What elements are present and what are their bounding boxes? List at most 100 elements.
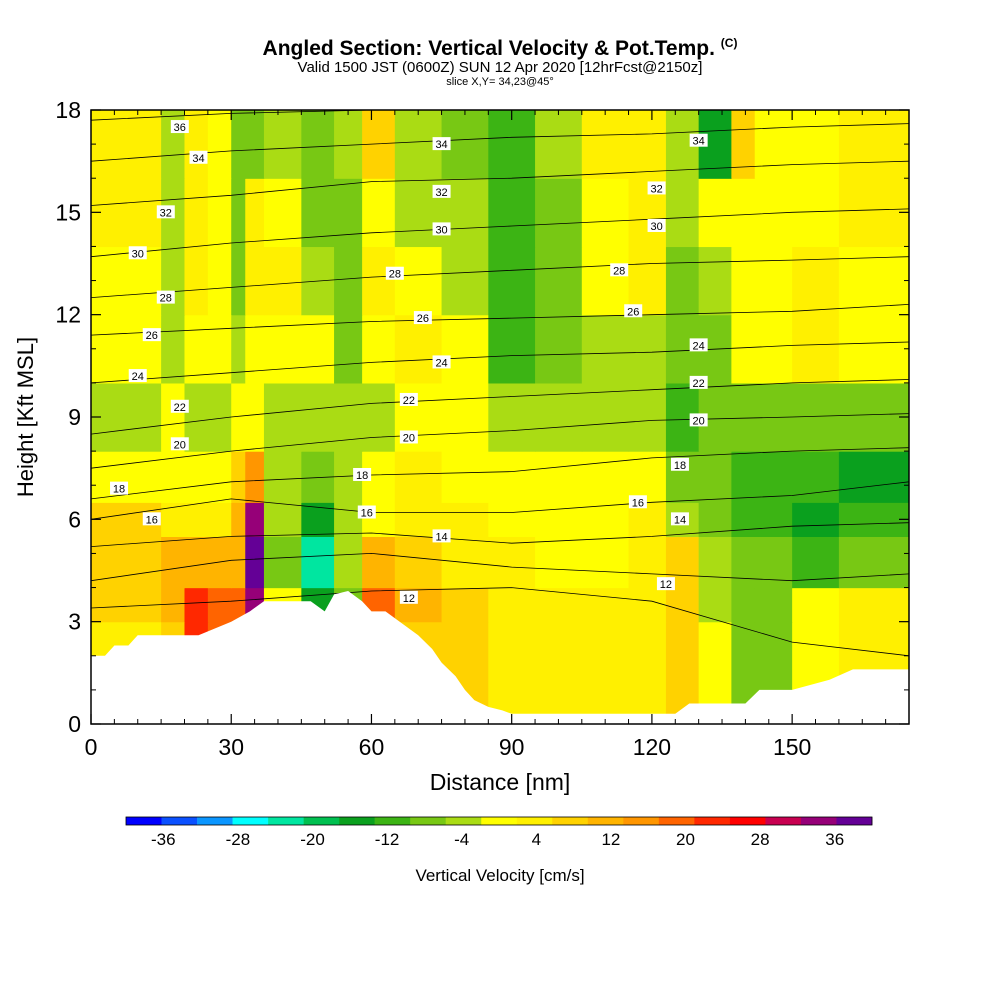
velocity-cell: [207, 451, 232, 503]
velocity-cell: [207, 587, 232, 623]
colorbar-swatch: [800, 817, 837, 825]
velocity-cell: [231, 451, 246, 503]
contour-label: 20: [403, 432, 415, 444]
contour-label-bg: [670, 512, 689, 526]
velocity-cell: [535, 536, 583, 589]
slice-info-line: slice X,Y= 34,23@45°: [446, 76, 554, 88]
contour-label-bg: [647, 181, 666, 195]
contour-label-bg: [689, 133, 708, 147]
velocity-cell: [754, 110, 793, 179]
velocity-cell: [245, 110, 265, 179]
theta-contour-32: [91, 160, 909, 206]
velocity-cell: [665, 246, 700, 316]
velocity-cell: [754, 451, 793, 503]
x-tick-label: 30: [218, 734, 244, 760]
velocity-cell: [535, 314, 583, 384]
velocity-cell: [91, 314, 162, 384]
velocity-cell: [245, 451, 265, 503]
contour-label: 26: [627, 306, 639, 318]
colorbar-tick-label: 4: [532, 830, 541, 849]
velocity-cell: [245, 382, 265, 452]
contour-label-bg: [432, 137, 451, 151]
contour-label-bg: [128, 369, 147, 383]
velocity-cell: [362, 178, 396, 248]
velocity-cell: [231, 110, 246, 179]
velocity-cell: [488, 178, 536, 248]
velocity-cell: [245, 502, 265, 537]
velocity-cell: [731, 621, 756, 724]
contour-label: 30: [132, 248, 144, 260]
theta-contour-26: [91, 304, 909, 336]
contour-label-bg: [170, 437, 189, 451]
contour-label: 16: [632, 497, 644, 509]
colorbar-tick-label: 12: [601, 830, 620, 849]
velocity-cell: [488, 110, 536, 179]
colorbar-tick-label: -12: [375, 830, 400, 849]
colorbar-tick-label: -4: [454, 830, 469, 849]
velocity-cell: [245, 246, 265, 316]
contour-label-bg: [353, 467, 372, 481]
velocity-cell: [792, 246, 840, 316]
terrain-mask: [91, 591, 909, 724]
velocity-cell: [731, 110, 756, 179]
velocity-cell: [581, 246, 630, 316]
colorbar-swatch: [303, 817, 340, 825]
velocity-cell: [91, 178, 162, 248]
contour-label-bg: [432, 222, 451, 236]
velocity-cell: [581, 314, 630, 384]
velocity-cell: [698, 178, 732, 248]
velocity-cell: [161, 502, 186, 537]
contour-label: 28: [613, 265, 625, 277]
velocity-cell: [161, 246, 186, 316]
velocity-cell: [731, 502, 756, 537]
velocity-cell: [207, 314, 232, 384]
y-tick-label: 9: [68, 404, 81, 430]
velocity-cell: [362, 246, 396, 316]
copyright-mark: (C): [720, 36, 738, 50]
contour-label-bg: [689, 338, 708, 352]
colorbar-swatch: [197, 817, 233, 825]
velocity-cell: [231, 587, 246, 623]
velocity-cell: [334, 382, 363, 452]
velocity-cell: [441, 451, 489, 503]
y-tick-label: 18: [55, 97, 81, 123]
velocity-cell: [161, 314, 186, 384]
velocity-cell: [301, 110, 335, 179]
colorbar-swatch: [268, 817, 304, 825]
velocity-cell: [535, 451, 583, 503]
velocity-cell: [628, 621, 667, 724]
velocity-cell: [263, 536, 302, 589]
contour-label: 36: [174, 122, 186, 134]
velocity-cell: [207, 246, 232, 316]
colorbar-tick-label: -36: [151, 830, 176, 849]
contour-label: 12: [660, 579, 672, 591]
contour-label: 18: [674, 460, 686, 472]
theta-contour-22: [91, 379, 909, 435]
velocity-cell: [184, 502, 209, 537]
colorbar-swatch: [481, 817, 518, 825]
contour-label: 20: [174, 439, 186, 451]
contour-label-bg: [110, 481, 129, 495]
contour-label-bg: [624, 304, 643, 318]
velocity-cell: [207, 502, 232, 537]
velocity-cell: [263, 110, 302, 179]
velocity-cell: [263, 451, 302, 503]
contour-label: 28: [160, 293, 172, 305]
contour-label-bg: [628, 495, 647, 509]
contour-label: 22: [693, 378, 705, 390]
theta-contour-16: [91, 481, 909, 520]
velocity-cell: [394, 451, 443, 503]
contour-label-bg: [170, 399, 189, 413]
velocity-cell: [184, 382, 209, 452]
velocity-cell: [263, 502, 302, 537]
velocity-cell: [731, 536, 756, 589]
y-tick-label: 0: [68, 711, 81, 737]
velocity-cell: [535, 587, 583, 623]
velocity-cell: [535, 246, 583, 316]
contour-label: 14: [435, 531, 447, 543]
x-tick-label: 150: [773, 734, 811, 760]
contour-label-bg: [142, 328, 161, 342]
velocity-cell: [441, 382, 489, 452]
velocity-cell: [581, 451, 630, 503]
